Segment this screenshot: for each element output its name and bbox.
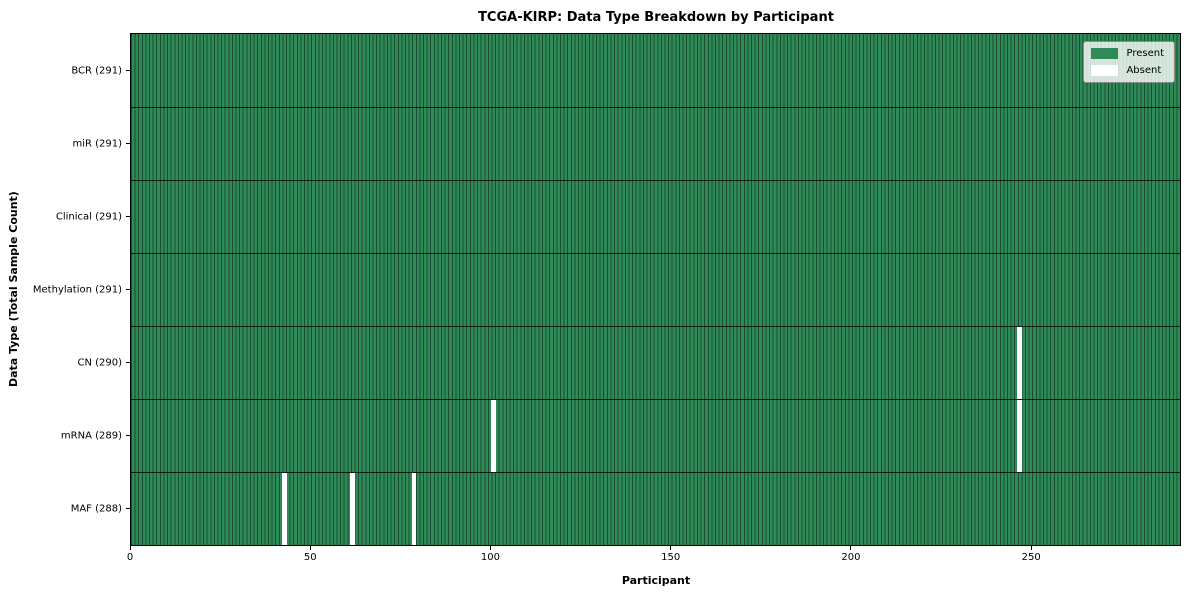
y-tick-mark xyxy=(126,70,130,71)
legend-label: Absent xyxy=(1126,64,1162,76)
x-tick-label: 200 xyxy=(841,552,861,563)
legend-swatch-absent xyxy=(1091,65,1119,76)
legend-entry-present: Present xyxy=(1091,48,1166,59)
y-tick-label-cn: CN (290) xyxy=(77,357,122,368)
y-tick-label-mrna: mRNA (289) xyxy=(60,430,122,441)
x-tick-label: 250 xyxy=(1021,552,1041,563)
absent-cell-mrna-100 xyxy=(490,400,496,472)
absent-cell-maf-61 xyxy=(350,473,356,545)
x-tick-mark xyxy=(129,546,131,550)
x-tick-label: 100 xyxy=(480,552,501,563)
x-tick-mark xyxy=(1030,546,1032,550)
y-tick-label-mir: miR (291) xyxy=(72,138,122,149)
y-tick-mark xyxy=(126,362,130,363)
legend-swatch-present xyxy=(1091,48,1119,59)
x-tick-label: 150 xyxy=(661,552,681,563)
legend: Present Absent xyxy=(1083,41,1175,83)
y-tick-mark xyxy=(126,289,130,290)
x-tick-mark xyxy=(850,546,852,550)
heatmap-row-mir xyxy=(131,107,1180,180)
y-tick-label-maf: MAF (288) xyxy=(70,503,122,514)
absent-cell-cn-246 xyxy=(1017,327,1022,399)
y-tick-mark xyxy=(126,143,130,144)
y-tick-label-methylation: Methylation (291) xyxy=(32,284,122,295)
x-tick-label: 50 xyxy=(303,552,317,563)
plot-area: Present Absent xyxy=(130,33,1181,546)
x-tick-mark xyxy=(489,546,491,550)
y-tick-mark xyxy=(126,435,130,436)
y-tick-mark xyxy=(126,508,130,509)
absent-cell-maf-42 xyxy=(281,473,287,545)
x-tick-mark xyxy=(670,546,672,550)
absent-cell-mrna-246 xyxy=(1017,400,1022,472)
chart-title: TCGA-KIRP: Data Type Breakdown by Partic… xyxy=(478,10,834,25)
x-tick-mark xyxy=(309,546,311,550)
y-tick-mark xyxy=(126,216,130,217)
heatmap-row-mrna xyxy=(131,399,1180,472)
heatmap-row-maf xyxy=(131,472,1180,545)
y-tick-label-clinical: Clinical (291) xyxy=(55,211,122,222)
legend-entry-absent: Absent xyxy=(1091,65,1166,76)
x-tick-label: 0 xyxy=(126,552,134,563)
x-axis-label: Participant xyxy=(621,574,691,587)
heatmap-row-bcr xyxy=(131,34,1180,107)
heatmap-row-methylation xyxy=(131,253,1180,326)
absent-cell-maf-78 xyxy=(411,473,417,545)
heatmap-row-cn xyxy=(131,326,1180,399)
y-tick-label-bcr: BCR (291) xyxy=(71,65,122,76)
heatmap-row-clinical xyxy=(131,180,1180,253)
legend-label: Present xyxy=(1126,47,1164,59)
